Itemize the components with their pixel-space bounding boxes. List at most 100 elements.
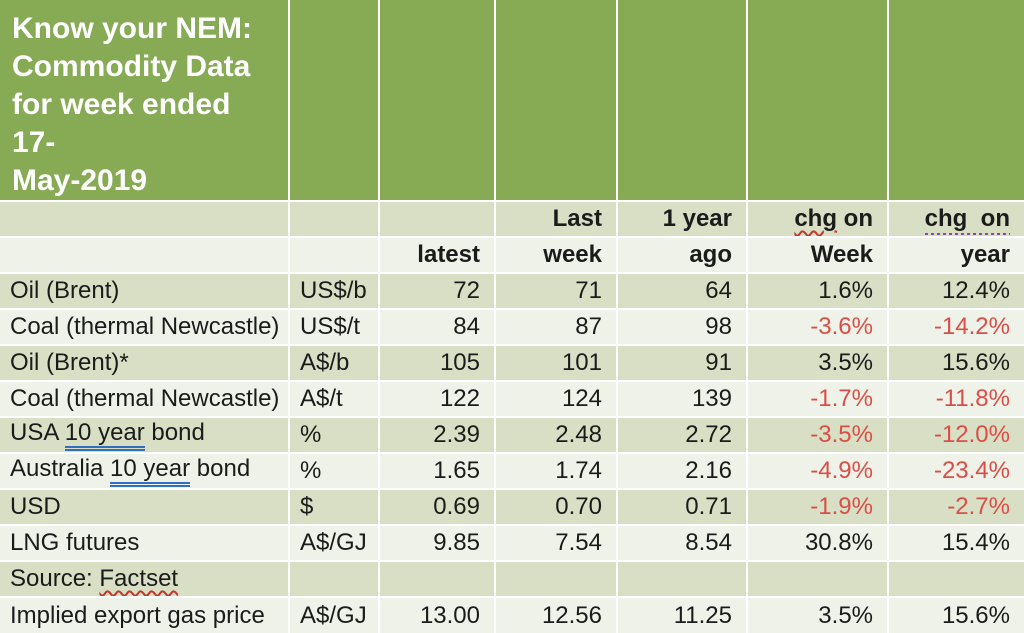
source-note: Source: Factset: [0, 560, 290, 598]
empty-cell: [616, 560, 748, 598]
row-lng-futures: LNG futures A$/GJ 9.85 7.54 8.54 30.8% 1…: [0, 524, 1024, 562]
unit-cell: A$/GJ: [288, 596, 380, 633]
latest-value: 122: [378, 380, 496, 418]
last-week-value: 0.70: [494, 488, 618, 526]
latest-value: 1.65: [378, 452, 496, 490]
empty-cell: [288, 200, 380, 238]
label-cell: Implied export gas price: [0, 596, 290, 633]
chg-year-value: -14.2%: [887, 308, 1024, 346]
unit-cell: A$/b: [288, 344, 380, 382]
grammar-marked-text: chg on: [924, 205, 1011, 235]
col-header-week-cap: Week: [746, 236, 889, 274]
label-cell: Australia 10 year bond: [0, 452, 290, 490]
year-ago-value: 11.25: [616, 596, 748, 633]
latest-value: 9.85: [378, 524, 496, 562]
label-cell: Oil (Brent): [0, 272, 290, 310]
chg-year-value: -11.8%: [887, 380, 1024, 418]
empty-cell: [288, 560, 380, 598]
chg-week-value: -3.6%: [746, 308, 889, 346]
empty-cell: [616, 0, 748, 202]
chg-year-value: 12.4%: [887, 272, 1024, 310]
page-title: Know your NEM: Commodity Data for week e…: [0, 0, 290, 202]
label-cell: Coal (thermal Newcastle): [0, 308, 290, 346]
spellcheck-marked-text: chg: [794, 205, 837, 232]
chg-year-value: 15.6%: [887, 344, 1024, 382]
col-header-ago: ago: [616, 236, 748, 274]
row-implied-export-gas: Implied export gas price A$/GJ 13.00 12.…: [0, 596, 1024, 633]
empty-cell: [378, 560, 496, 598]
chg-week-value: 1.6%: [746, 272, 889, 310]
col-header-chg-on-week: chg on: [746, 200, 889, 238]
empty-cell: [746, 0, 889, 202]
unit-cell: US$/b: [288, 272, 380, 310]
spellcheck-marked-text: Factset: [99, 565, 179, 592]
row-usd: USD $ 0.69 0.70 0.71 -1.9% -2.7%: [0, 488, 1024, 526]
empty-cell: [887, 560, 1024, 598]
empty-cell: [288, 236, 380, 274]
year-ago-value: 0.71: [616, 488, 748, 526]
year-ago-value: 64: [616, 272, 748, 310]
empty-cell: [378, 200, 496, 238]
row-oil-brent-aud: Oil (Brent)* A$/b 105 101 91 3.5% 15.6%: [0, 344, 1024, 382]
chg-week-value: 3.5%: [746, 344, 889, 382]
col-header-last: Last: [494, 200, 618, 238]
last-week-value: 87: [494, 308, 618, 346]
latest-value: 0.69: [378, 488, 496, 526]
label-cell: Coal (thermal Newcastle): [0, 380, 290, 418]
last-week-value: 1.74: [494, 452, 618, 490]
year-ago-value: 98: [616, 308, 748, 346]
empty-cell: [494, 560, 618, 598]
unit-cell: %: [288, 416, 380, 454]
year-ago-value: 91: [616, 344, 748, 382]
title-line: Commodity Data: [12, 50, 251, 83]
row-usa-10y-bond: USA 10 year bond % 2.39 2.48 2.72 -3.5% …: [0, 416, 1024, 454]
grammar-marked-text: 10 year: [110, 455, 191, 487]
label-cell: LNG futures: [0, 524, 290, 562]
last-week-value: 12.56: [494, 596, 618, 633]
label-text: bond: [144, 419, 205, 446]
chg-week-value: -4.9%: [746, 452, 889, 490]
chg-week-value: -1.9%: [746, 488, 889, 526]
title-line: May-2019: [12, 164, 148, 197]
chg-week-value: -3.5%: [746, 416, 889, 454]
empty-cell: [0, 236, 290, 274]
col-header-week: week: [494, 236, 618, 274]
title-row: Know your NEM: Commodity Data for week e…: [0, 0, 1024, 202]
label-text: bond: [190, 455, 251, 482]
year-ago-value: 139: [616, 380, 748, 418]
title-line: Know your NEM:: [12, 12, 252, 45]
chg-year-value: -2.7%: [887, 488, 1024, 526]
header-text: on: [837, 205, 873, 232]
chg-year-value: 15.4%: [887, 524, 1024, 562]
empty-cell: [378, 0, 496, 202]
header-row-secondary: latest week ago Week year: [0, 236, 1024, 274]
grammar-marked-text: 10 year: [64, 419, 145, 451]
latest-value: 72: [378, 272, 496, 310]
latest-value: 13.00: [378, 596, 496, 633]
latest-value: 84: [378, 308, 496, 346]
label-text: Australia: [10, 455, 111, 482]
latest-value: 105: [378, 344, 496, 382]
col-header-latest: latest: [378, 236, 496, 274]
unit-cell: A$/GJ: [288, 524, 380, 562]
row-oil-brent-usd: Oil (Brent) US$/b 72 71 64 1.6% 12.4%: [0, 272, 1024, 310]
label-cell: USD: [0, 488, 290, 526]
unit-cell: $: [288, 488, 380, 526]
row-coal-aud: Coal (thermal Newcastle) A$/t 122 124 13…: [0, 380, 1024, 418]
unit-cell: %: [288, 452, 380, 490]
row-australia-10y-bond: Australia 10 year bond % 1.65 1.74 2.16 …: [0, 452, 1024, 490]
source-label: Source:: [10, 565, 100, 592]
chg-year-value: -23.4%: [887, 452, 1024, 490]
empty-cell: [288, 0, 380, 202]
year-ago-value: 8.54: [616, 524, 748, 562]
empty-cell: [746, 560, 889, 598]
col-header-1-year: 1 year: [616, 200, 748, 238]
row-coal-usd: Coal (thermal Newcastle) US$/t 84 87 98 …: [0, 308, 1024, 346]
chg-year-value: 15.6%: [887, 596, 1024, 633]
year-ago-value: 2.72: [616, 416, 748, 454]
chg-week-value: -1.7%: [746, 380, 889, 418]
label-cell: USA 10 year bond: [0, 416, 290, 454]
chg-year-value: -12.0%: [887, 416, 1024, 454]
title-line: for week ended 17-: [12, 88, 231, 159]
